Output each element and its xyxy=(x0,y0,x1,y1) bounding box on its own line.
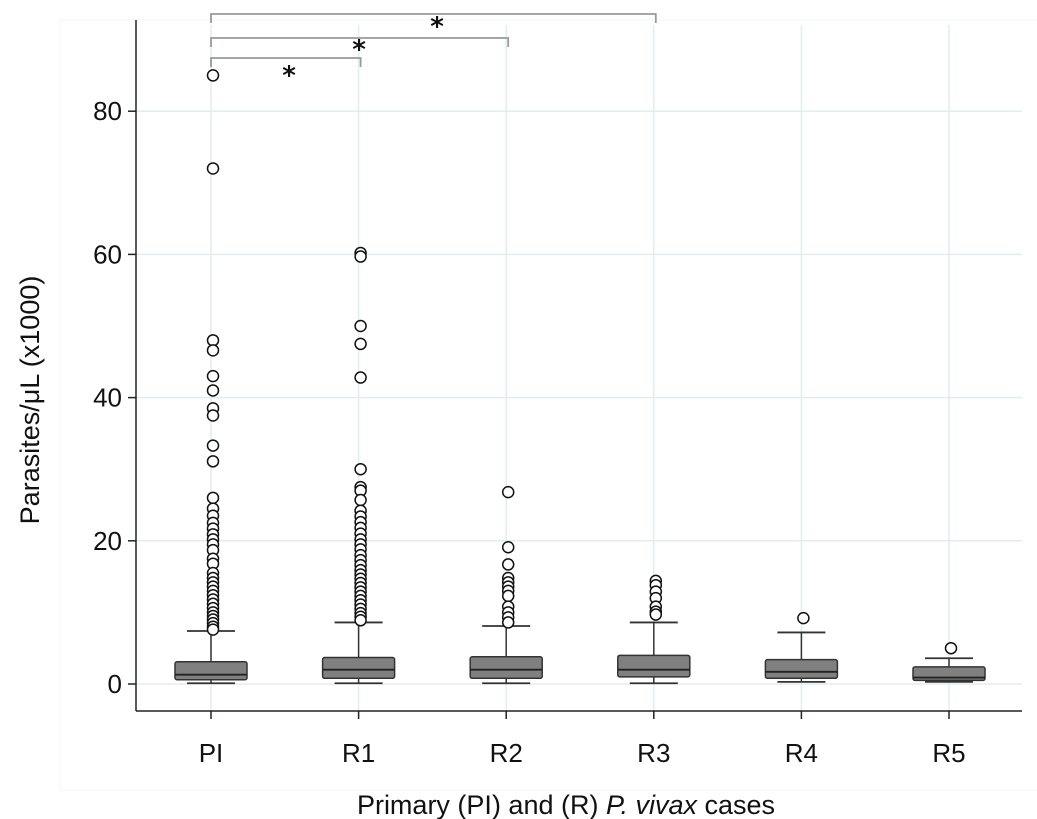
bracket-line xyxy=(210,57,362,67)
x-tick-label: R4 xyxy=(785,738,818,768)
y-tick-label: 20 xyxy=(93,526,122,556)
boxes xyxy=(174,69,986,685)
x-tick-label: PI xyxy=(199,738,224,768)
x-tick-label: R1 xyxy=(342,738,375,768)
outlier-point xyxy=(501,616,515,629)
y-tick-label: 80 xyxy=(93,96,122,126)
outlier-point xyxy=(206,455,220,468)
box-iqr xyxy=(469,656,543,680)
y-tick-label: 0 xyxy=(108,669,122,699)
significance-star: * xyxy=(352,35,366,65)
y-tick-label: 60 xyxy=(93,239,122,269)
x-tick-labels: PI R1 R2 R3 R4 R5 xyxy=(199,711,966,768)
y-tick-labels: 0 20 40 60 80 xyxy=(93,96,136,699)
x-tick-label: R2 xyxy=(490,738,523,768)
box-R1 xyxy=(321,246,396,685)
outlier-point xyxy=(354,337,367,351)
significance-brackets: * * * xyxy=(210,12,657,91)
outlier-point xyxy=(501,540,515,554)
box-PI xyxy=(174,69,248,685)
bracket-line xyxy=(210,13,657,23)
bracket-PI-R3: * xyxy=(210,12,657,42)
significance-star: * xyxy=(430,12,444,42)
x-tick-label: R3 xyxy=(637,738,670,768)
outlier-point xyxy=(354,319,367,333)
outlier-point xyxy=(501,558,515,571)
box-iqr xyxy=(321,656,396,680)
x-axis-title: Primary (PI) and (R) P. vivax cases xyxy=(357,790,775,819)
bracket-PI-R2: * xyxy=(210,35,510,65)
bracket-PI-R1: * xyxy=(210,57,362,91)
outlier-point xyxy=(206,491,220,505)
box-iqr xyxy=(174,661,248,681)
outlier-point xyxy=(206,409,220,422)
bracket-line xyxy=(210,37,510,47)
x-axis-title-italic: P. vivax xyxy=(606,790,699,819)
y-tick-label: 40 xyxy=(93,383,122,413)
box-R2 xyxy=(469,485,543,685)
box-R3 xyxy=(617,574,691,685)
outlier-point xyxy=(206,439,220,452)
outlier-point xyxy=(206,369,220,383)
axes xyxy=(135,20,1022,712)
x-axis-title-pre: Primary (PI) and (R) xyxy=(357,790,606,819)
outlier-point xyxy=(649,608,663,621)
y-axis-title: Parasites/μL (x1000) xyxy=(15,276,45,525)
box-iqr xyxy=(764,658,839,680)
outlier-point xyxy=(354,250,367,263)
box-R5 xyxy=(912,641,986,683)
outlier-point xyxy=(354,371,367,384)
significance-star: * xyxy=(282,61,296,91)
outlier-point xyxy=(206,162,220,175)
outlier-point xyxy=(501,485,515,499)
outlier-point xyxy=(354,614,367,627)
outlier-point xyxy=(206,69,220,82)
outlier-point xyxy=(944,641,958,655)
outlier-point xyxy=(206,623,220,636)
outlier-point xyxy=(354,493,367,507)
outlier-point xyxy=(206,384,220,397)
outlier-point xyxy=(501,589,515,603)
outlier-point xyxy=(354,462,367,476)
x-axis-title-post: cases xyxy=(697,790,775,819)
x-tick-label: R5 xyxy=(932,738,965,768)
outlier-point xyxy=(206,344,220,357)
box-R4 xyxy=(764,611,839,683)
outlier-point xyxy=(797,611,810,625)
box-iqr xyxy=(617,654,691,678)
